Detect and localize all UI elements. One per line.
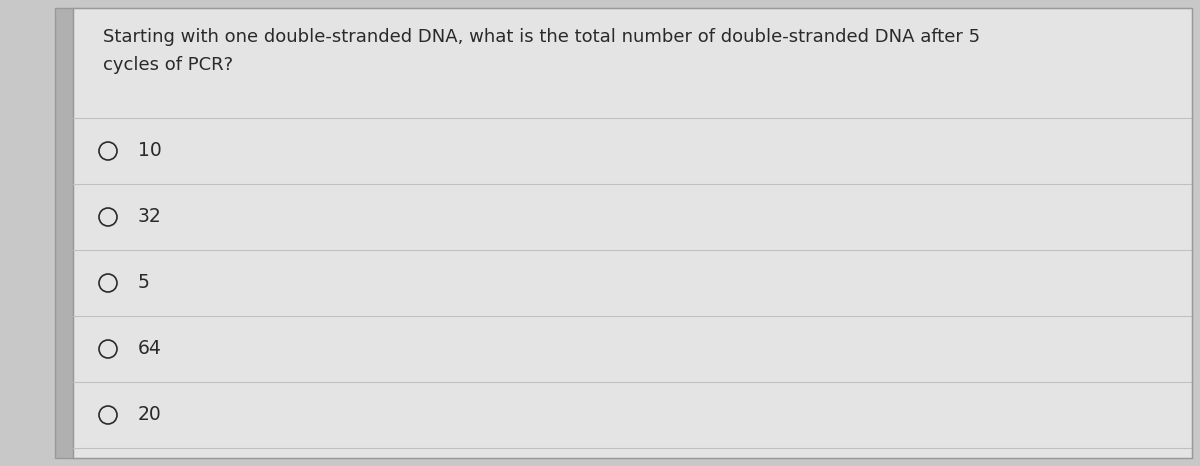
Text: 10: 10 bbox=[138, 142, 162, 160]
Text: cycles of PCR?: cycles of PCR? bbox=[103, 56, 233, 74]
Text: 20: 20 bbox=[138, 405, 162, 425]
Bar bbox=[55, 8, 73, 458]
Text: 5: 5 bbox=[138, 274, 150, 293]
Text: 32: 32 bbox=[138, 207, 162, 226]
Text: Starting with one double-stranded DNA, what is the total number of double-strand: Starting with one double-stranded DNA, w… bbox=[103, 28, 980, 46]
Text: 64: 64 bbox=[138, 340, 162, 358]
